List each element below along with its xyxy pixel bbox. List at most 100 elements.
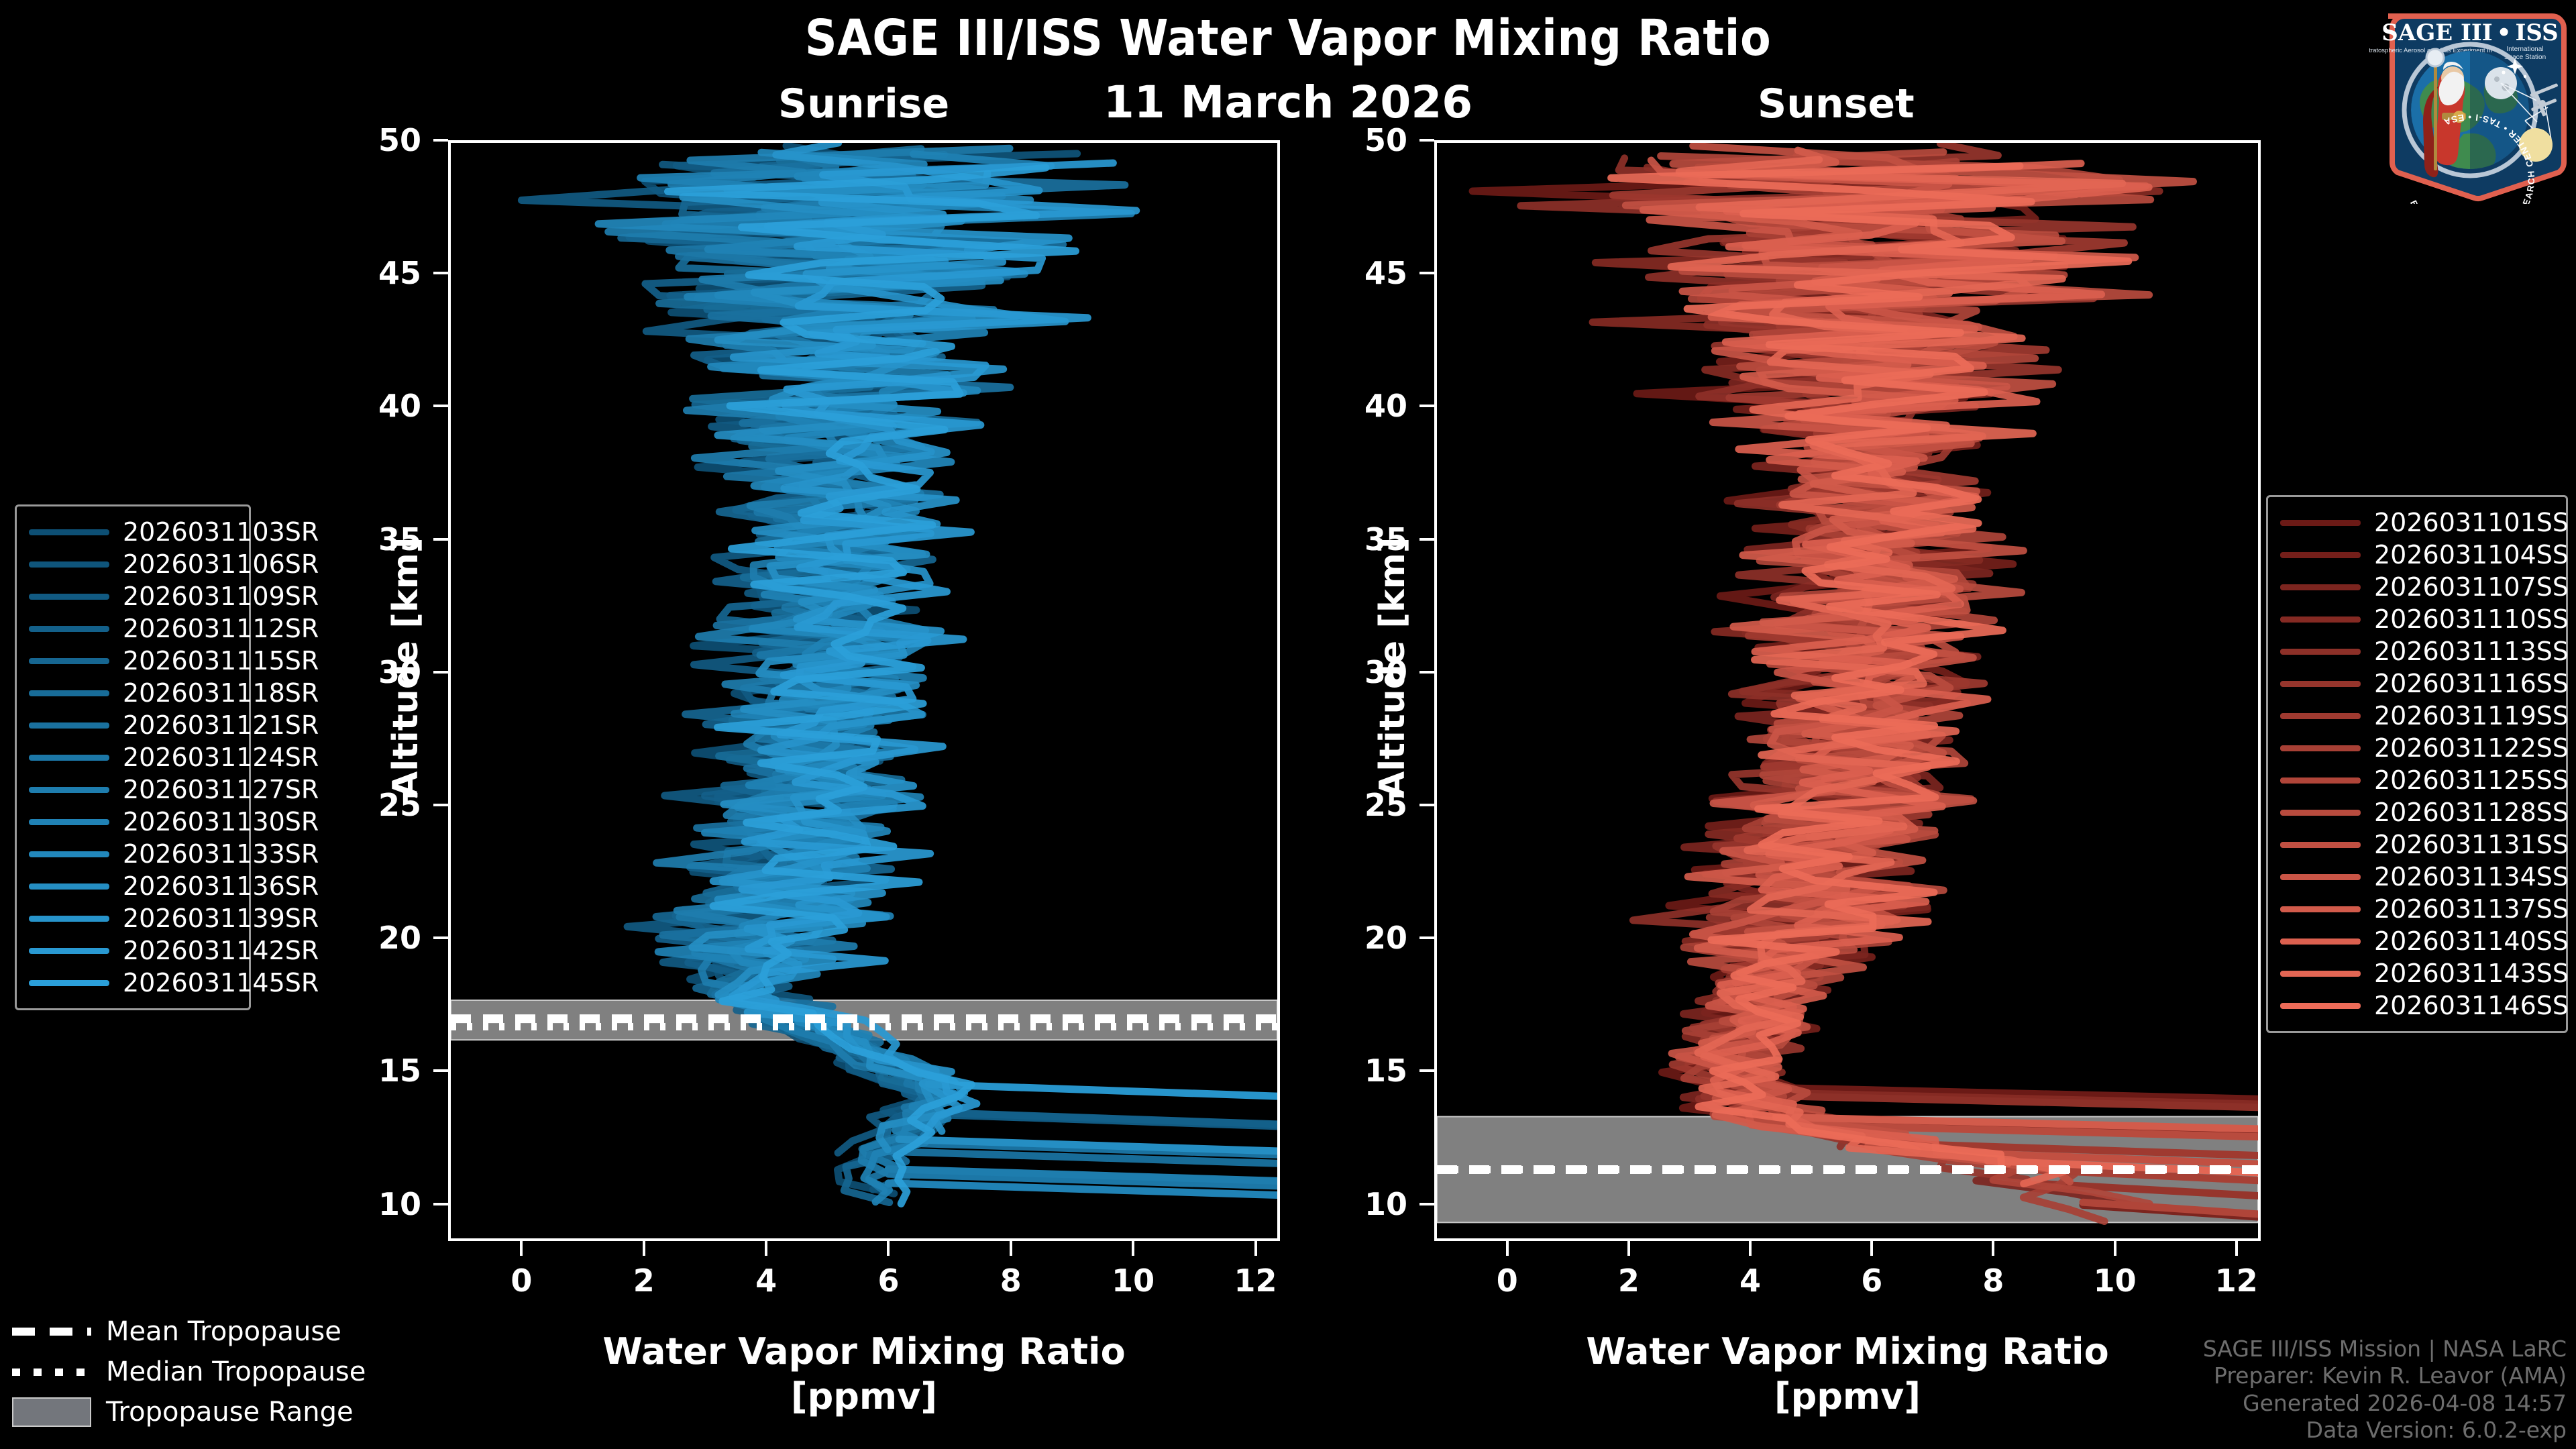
legend-item-label: 2026031140SS xyxy=(2374,926,2569,956)
x-axis-tick xyxy=(1254,1241,1257,1256)
panel-label-sunrise: Sunrise xyxy=(778,80,950,127)
sunrise-legend[interactable]: 2026031103SR 2026031106SR 2026031109SR 2026… xyxy=(15,504,319,1010)
panel-label-sunset: Sunset xyxy=(1758,80,1915,127)
y-axis-tick xyxy=(433,1202,448,1205)
legend-item[interactable]: 2026031125SS xyxy=(2280,764,2569,796)
x-axis-tick xyxy=(2113,1241,2116,1256)
legend-item[interactable]: 2026031119SS xyxy=(2280,700,2569,732)
legend-item[interactable]: 2026031134SS xyxy=(2280,861,2569,893)
legend-item[interactable]: 2026031139SR xyxy=(29,902,319,934)
legend-item[interactable]: 2026031116SS xyxy=(2280,667,2569,700)
footer-line-preparer: Preparer: Kevin R. Leavor (AMA) xyxy=(2214,1362,2567,1389)
y-axis-tick-label: 10 xyxy=(1364,1185,1407,1222)
legend-item[interactable]: 2026031143SS xyxy=(2280,957,2569,989)
legend-item[interactable]: 2026031101SS xyxy=(2280,506,2569,539)
sunrise-plot-area xyxy=(448,140,1280,1241)
profile-line-tail xyxy=(1892,1140,2258,1159)
legend-item[interactable]: 2026031112SR xyxy=(29,612,319,645)
legend-item-label: 2026031107SS xyxy=(2374,572,2569,602)
legend-item-label: 2026031145SR xyxy=(123,968,319,998)
legend-item-label: 2026031101SS xyxy=(2374,508,2569,537)
y-axis-tick-label: 45 xyxy=(378,255,421,292)
legend-item-label: 2026031142SR xyxy=(123,936,319,965)
legend-item-tropopause-range: Tropopause Range xyxy=(12,1392,388,1432)
legend-item[interactable]: 2026031128SS xyxy=(2280,796,2569,828)
legend-item[interactable]: 2026031110SS xyxy=(2280,603,2569,635)
profile-line-tail xyxy=(1772,1113,2258,1133)
legend-item[interactable]: 2026031142SR xyxy=(29,934,319,967)
legend-item-median-tropopause: Median Tropopause xyxy=(12,1352,388,1392)
legend-color-swatch xyxy=(29,690,109,696)
sunrise-x-axis-title-line1: Water Vapor Mixing Ratio xyxy=(602,1330,1126,1373)
legend-item-label: 2026031134SS xyxy=(2374,862,2569,892)
profile-line-tail xyxy=(1741,1083,2258,1103)
x-axis-tick-label: 6 xyxy=(877,1263,900,1299)
y-axis-tick xyxy=(1419,537,1434,541)
x-axis-tick-label: 12 xyxy=(1234,1263,1277,1299)
legend-item[interactable]: 2026031109SR xyxy=(29,580,319,612)
legend-color-swatch xyxy=(29,722,109,729)
legend-item[interactable]: 2026031121SR xyxy=(29,709,319,741)
legend-item[interactable]: 2026031131SS xyxy=(2280,828,2569,861)
legend-item-label: 2026031109SR xyxy=(123,582,319,611)
sunset-legend[interactable]: 2026031101SS 2026031104SS 2026031107SS 2026… xyxy=(2266,495,2569,1033)
legend-item[interactable]: 2026031137SS xyxy=(2280,893,2569,925)
legend-item[interactable]: 2026031145SR xyxy=(29,967,319,999)
legend-item[interactable]: 2026031107SS xyxy=(2280,571,2569,603)
x-axis-tick-label: 2 xyxy=(1617,1263,1640,1299)
profile-line-tail xyxy=(895,1135,1277,1155)
legend-item[interactable]: 2026031103SR xyxy=(29,516,319,548)
legend-color-swatch xyxy=(2280,1002,2361,1009)
x-axis-tick xyxy=(1132,1241,1135,1256)
legend-item-label: 2026031116SS xyxy=(2374,669,2569,698)
legend-color-swatch xyxy=(2280,584,2361,590)
x-axis-tick xyxy=(1627,1241,1630,1256)
y-axis-tick-label: 25 xyxy=(1364,786,1407,823)
gray-band-icon xyxy=(12,1397,91,1427)
legend-item-label: 2026031118SR xyxy=(123,678,319,708)
legend-label-tropopause-range: Tropopause Range xyxy=(106,1397,354,1428)
legend-item[interactable]: 2026031115SR xyxy=(29,645,319,677)
x-axis-tick-label: 12 xyxy=(2214,1263,2258,1299)
legend-item[interactable]: 2026031146SS xyxy=(2280,989,2569,1022)
legend-item[interactable]: 2026031113SS xyxy=(2280,635,2569,667)
legend-color-swatch xyxy=(2280,938,2361,945)
legend-color-swatch xyxy=(29,593,109,600)
y-axis-tick xyxy=(433,936,448,940)
legend-item[interactable]: 2026031127SR xyxy=(29,773,319,806)
footer-credits: SAGE III/ISS Mission | NASA LaRC Prepare… xyxy=(2203,1336,2567,1444)
profile-line xyxy=(679,169,1021,1154)
x-axis-tick-label: 10 xyxy=(1112,1263,1155,1299)
legend-color-swatch xyxy=(2280,873,2361,880)
legend-item[interactable]: 2026031104SS xyxy=(2280,539,2569,571)
legend-item[interactable]: 2026031122SS xyxy=(2280,732,2569,764)
y-axis-tick xyxy=(433,803,448,806)
legend-item[interactable]: 2026031124SR xyxy=(29,741,319,773)
sunrise-x-axis-title-line2: [ppmv] xyxy=(790,1375,938,1417)
y-axis-tick xyxy=(433,272,448,275)
legend-item[interactable]: 2026031133SR xyxy=(29,838,319,870)
legend-item-label: 2026031112SR xyxy=(123,614,319,643)
svg-text:SAGE III•ISS: SAGE III • ISS xyxy=(2381,19,2558,46)
legend-item-label: 2026031133SR xyxy=(123,839,319,869)
legend-item-label: 2026031110SS xyxy=(2374,604,2569,634)
legend-item[interactable]: 2026031106SR xyxy=(29,548,319,580)
legend-item[interactable]: 2026031130SR xyxy=(29,806,319,838)
x-axis-tick-label: 4 xyxy=(755,1263,777,1299)
legend-item[interactable]: 2026031118SR xyxy=(29,677,319,709)
y-axis-tick-label: 50 xyxy=(1364,122,1407,158)
legend-color-swatch xyxy=(2280,616,2361,623)
legend-color-swatch xyxy=(29,561,109,568)
legend-item-label: 2026031137SS xyxy=(2374,894,2569,924)
legend-item[interactable]: 2026031140SS xyxy=(2280,925,2569,957)
legend-item-label: 2026031103SR xyxy=(123,517,319,547)
legend-color-swatch xyxy=(2280,648,2361,655)
legend-item[interactable]: 2026031136SR xyxy=(29,870,319,902)
y-axis-tick-label: 40 xyxy=(378,388,421,425)
y-axis-tick xyxy=(433,537,448,541)
legend-item-label: 2026031124SR xyxy=(123,743,319,772)
legend-item-label: 2026031122SS xyxy=(2374,733,2569,763)
x-axis-tick-label: 0 xyxy=(1496,1263,1518,1299)
profile-line-tail xyxy=(926,1108,1277,1128)
legend-color-swatch xyxy=(29,883,109,890)
